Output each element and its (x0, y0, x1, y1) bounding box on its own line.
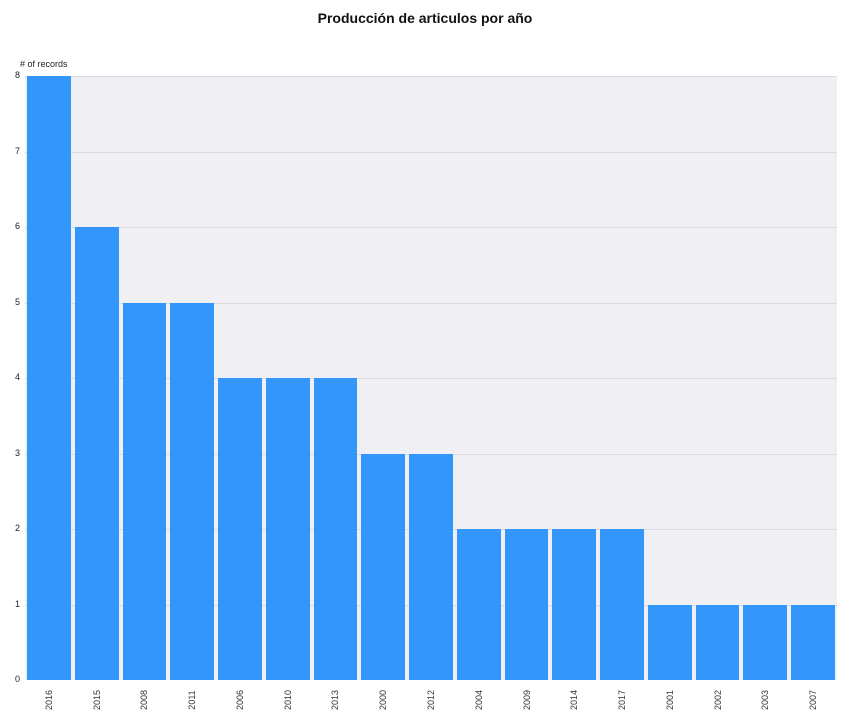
y-tick-label: 4 (14, 372, 20, 382)
bar-2004[interactable] (456, 529, 501, 680)
x-tick-label: 2001 (664, 689, 675, 711)
x-tick-label: 2014 (569, 689, 580, 711)
bar-2016[interactable] (27, 76, 71, 680)
bar-2009[interactable] (504, 529, 549, 680)
bar-2014[interactable] (552, 529, 597, 680)
y-tick-label: 7 (14, 145, 20, 156)
y-tick-label: 5 (14, 296, 20, 307)
x-tick-label: 2010 (282, 689, 293, 711)
bar-2003[interactable] (743, 604, 788, 680)
bar-2006[interactable] (218, 378, 262, 680)
gridline (25, 151, 837, 153)
x-tick-label: 2003 (760, 689, 771, 711)
bar-2001[interactable] (647, 604, 692, 680)
gridline (25, 378, 837, 379)
bar-2017[interactable] (600, 529, 644, 680)
chart-title: Producción de articulos por año (317, 10, 533, 26)
y-tick-label: 1 (14, 598, 20, 609)
y-tick-label: 2 (14, 523, 20, 533)
bar-2012[interactable] (409, 453, 453, 680)
x-tick-label: 2012 (426, 689, 436, 711)
x-tick-label: 2000 (378, 689, 389, 711)
x-tick-label: 2002 (712, 689, 723, 711)
x-tick-label: 2013 (330, 689, 341, 711)
bar-2000[interactable] (361, 453, 406, 680)
bar-2011[interactable] (170, 302, 215, 680)
x-tick-label: 2008 (139, 689, 150, 711)
gridline (25, 227, 837, 228)
y-axis-label: # of records (20, 59, 68, 69)
gridline (25, 302, 837, 304)
gridline (25, 76, 837, 77)
y-tick-label: 8 (14, 70, 20, 80)
x-tick-label: 2004 (473, 689, 484, 711)
bar-2015[interactable] (74, 227, 119, 680)
bar-2002[interactable] (695, 604, 740, 680)
x-tick-label: 2009 (521, 689, 532, 711)
x-tick-label: 2011 (187, 690, 198, 710)
y-tick-label: 3 (14, 447, 20, 458)
x-tick-label: 2007 (808, 689, 819, 711)
x-tick-label: 2017 (617, 689, 628, 711)
bar-2008[interactable] (122, 302, 167, 680)
y-tick-label: 6 (14, 221, 20, 231)
x-tick-label: 2015 (91, 689, 102, 711)
bar-2007[interactable] (791, 604, 835, 680)
y-tick-label: 0 (14, 674, 20, 684)
bar-2010[interactable] (265, 378, 310, 680)
bar-2013[interactable] (313, 378, 358, 680)
x-tick-label: 2016 (43, 689, 54, 711)
x-tick-label: 2006 (234, 689, 245, 711)
plot-area (25, 76, 837, 680)
